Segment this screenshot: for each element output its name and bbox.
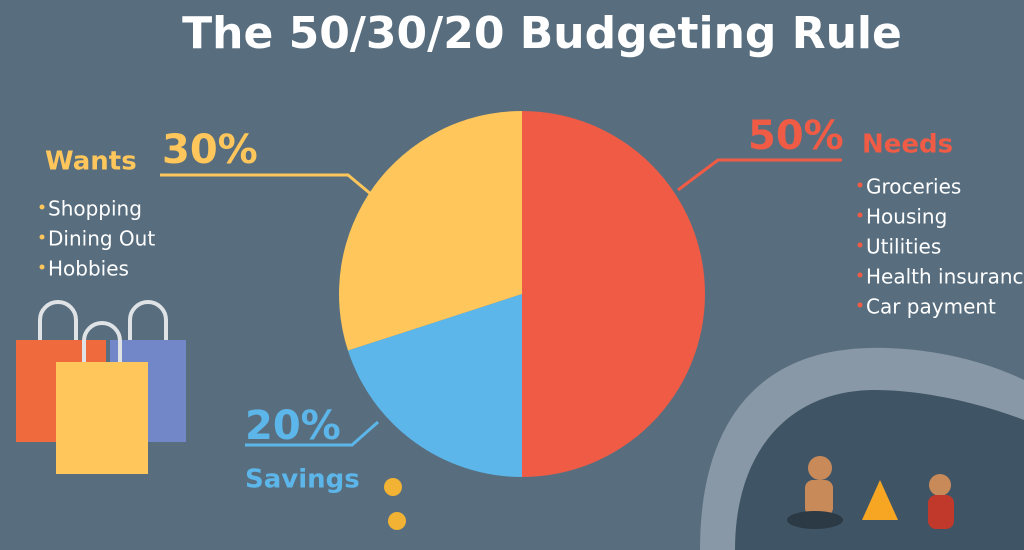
category-label: Wants — [45, 147, 137, 177]
coins — [384, 478, 406, 530]
list-item: Hobbies — [48, 257, 129, 281]
pie-slice — [347, 294, 522, 477]
bullet — [39, 264, 45, 270]
value-label: 20% — [245, 403, 341, 449]
list-item: Car payment — [866, 295, 996, 319]
list-item: Housing — [866, 205, 947, 229]
leader-line — [677, 158, 842, 192]
chart-title: The 50/30/20 Budgeting Rule — [182, 8, 902, 59]
list-item: Utilities — [866, 235, 941, 259]
cave-illustration — [700, 347, 1024, 550]
category-label: Savings — [245, 465, 360, 495]
category-label: Needs — [862, 130, 953, 160]
bullet — [857, 182, 863, 188]
pie-slice — [339, 111, 522, 351]
value-label: 50% — [748, 113, 844, 159]
bullet — [39, 204, 45, 210]
list-item: Dining Out — [48, 227, 155, 251]
shopping-bags — [16, 300, 186, 474]
bullet — [857, 272, 863, 278]
list-item: Groceries — [866, 175, 961, 199]
bullet — [39, 234, 45, 240]
bullet — [857, 212, 863, 218]
list-item: Health insurance — [866, 265, 1024, 289]
value-label: 30% — [162, 127, 258, 173]
list-item: Shopping — [48, 197, 142, 221]
leader-line — [160, 173, 373, 197]
pie-slice — [522, 111, 705, 477]
leader-line — [245, 420, 379, 447]
bullet — [857, 302, 863, 308]
bullet — [857, 242, 863, 248]
